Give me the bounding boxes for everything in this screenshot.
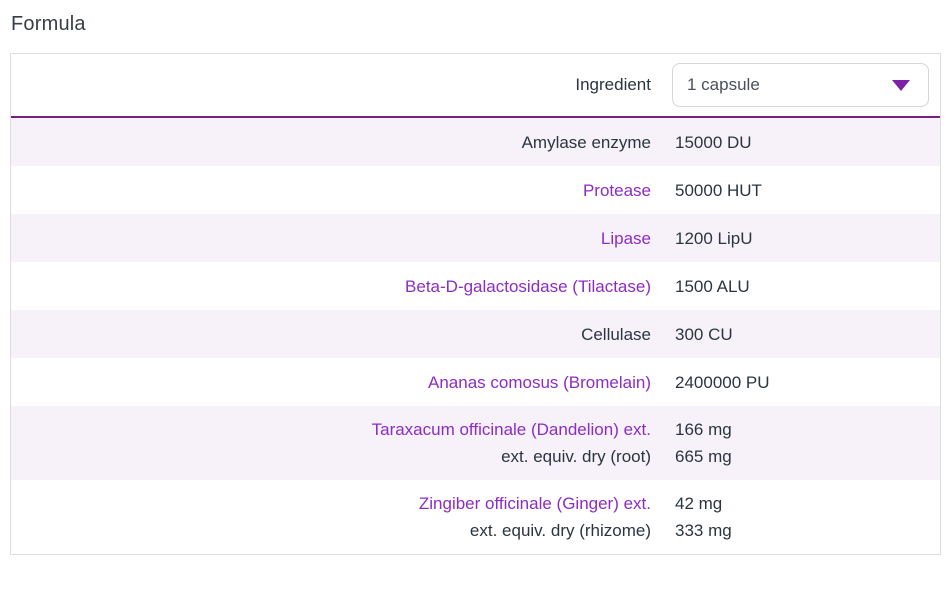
table-row: Lipase 1200 LipU [11, 214, 940, 262]
table-row: Ananas comosus (Bromelain) 2400000 PU [11, 358, 940, 406]
table-row: Cellulase 300 CU [11, 310, 940, 358]
amount-value: 665 mg [675, 447, 732, 466]
ingredient-cell: Protease [11, 177, 651, 204]
ingredient-link[interactable]: Beta-D-galactosidase (Tilactase) [405, 276, 651, 296]
ingredient-cell: Lipase [11, 225, 651, 252]
amount-value: 2400000 PU [675, 372, 770, 392]
amount-cell: 2400000 PU [675, 369, 940, 396]
ingredient-cell: Zingiber officinale (Ginger) ext. ext. eq… [11, 490, 651, 544]
amount-value: 166 mg [675, 420, 732, 439]
amount-value: 333 mg [675, 521, 732, 540]
table-row: Zingiber officinale (Ginger) ext. ext. eq… [11, 480, 940, 554]
amount-value: 42 mg [675, 494, 723, 513]
ingredient-cell: Cellulase [11, 321, 651, 348]
table-body: Amylase enzyme 15000 DU Protease 50000 HUT L… [11, 118, 940, 554]
ingredient-label: ext. equiv. dry (root) [501, 447, 651, 466]
ingredient-link[interactable]: Lipase [600, 228, 651, 248]
table-row: Protease 50000 HUT [11, 166, 940, 214]
amount-cell: 300 CU [675, 321, 940, 348]
amount-value: 1500 ALU [675, 276, 750, 296]
serving-select[interactable]: 1 capsule [672, 63, 929, 107]
amount-value: 50000 HUT [675, 180, 762, 200]
chevron-down-icon [892, 79, 910, 91]
ingredient-label: Amylase enzyme [521, 132, 651, 152]
ingredient-link[interactable]: Protease [582, 180, 651, 200]
ingredient-label: Cellulase [581, 324, 651, 344]
amount-cell: 1500 ALU [675, 273, 940, 300]
formula-table: Ingredient 1 capsule Amylase enzyme 15000… [10, 53, 941, 555]
ingredient-label: ext. equiv. dry (rhizome) [469, 521, 651, 540]
amount-value: 15000 DU [675, 132, 752, 152]
amount-value: 1200 LipU [675, 228, 753, 248]
ingredient-cell: Beta-D-galactosidase (Tilactase) [11, 273, 651, 300]
ingredient-link[interactable]: Zingiber officinale (Ginger) ext. [418, 494, 651, 513]
table-row: Amylase enzyme 15000 DU [11, 118, 940, 166]
serving-select-value: 1 capsule [687, 75, 760, 94]
amount-cell: 1200 LipU [675, 225, 940, 252]
amount-cell: 50000 HUT [675, 177, 940, 204]
ingredient-column-header: Ingredient [575, 75, 651, 94]
table-row: Taraxacum officinale (Dandelion) ext. ext… [11, 406, 940, 480]
table-header: Ingredient 1 capsule [11, 54, 940, 118]
amount-cell: 42 mg 333 mg [675, 490, 940, 544]
amount-value: 300 CU [675, 324, 733, 344]
ingredient-cell: Amylase enzyme [11, 129, 651, 156]
ingredient-cell: Ananas comosus (Bromelain) [11, 369, 651, 396]
page-title: Formula [11, 13, 86, 35]
ingredient-cell: Taraxacum officinale (Dandelion) ext. ext… [11, 416, 651, 470]
ingredient-link[interactable]: Taraxacum officinale (Dandelion) ext. [371, 420, 651, 439]
table-row: Beta-D-galactosidase (Tilactase) 1500 ALU [11, 262, 940, 310]
ingredient-link[interactable]: Ananas comosus (Bromelain) [428, 372, 651, 392]
amount-cell: 15000 DU [675, 129, 940, 156]
amount-cell: 166 mg 665 mg [675, 416, 940, 470]
